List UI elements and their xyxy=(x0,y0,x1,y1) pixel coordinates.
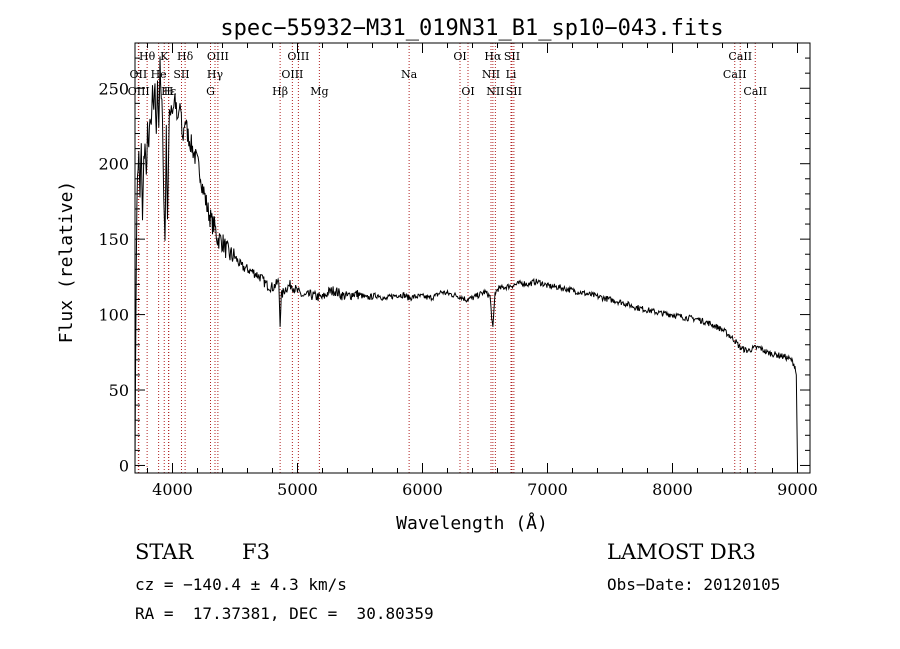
line-label-8: CaII xyxy=(728,50,752,63)
object-subclass: F3 xyxy=(242,540,270,564)
line-label-22: Hβ xyxy=(272,85,288,98)
line-label-27: CaII xyxy=(743,85,767,98)
emission-line-markers xyxy=(137,43,756,473)
spectrum-line xyxy=(134,56,798,466)
line-label-7: SII xyxy=(504,50,520,63)
line-label-14: Na xyxy=(401,68,418,81)
line-label-19: Hε xyxy=(161,85,177,98)
y-tick-label-4: 200 xyxy=(98,155,129,174)
line-label-18: OIII xyxy=(128,85,150,98)
x-tick-label-2: 6000 xyxy=(402,480,443,499)
line-label-12: Hγ xyxy=(207,68,224,81)
line-label-24: OI xyxy=(461,85,474,98)
y-tick-label-1: 50 xyxy=(109,381,129,400)
y-tick-label-0: 0 xyxy=(119,456,129,475)
y-tick-label-2: 100 xyxy=(98,306,129,325)
coordinates: RA = 17.37381, DEC = 30.80359 xyxy=(135,604,434,623)
line-label-20: H xyxy=(164,85,174,98)
y-axis-ticks: 0 50 100 150 200 250 xyxy=(98,57,810,475)
line-label-16: Li xyxy=(506,68,517,81)
survey-name: LAMOST DR3 xyxy=(607,540,756,564)
line-label-3: OIII xyxy=(207,50,229,63)
line-label-2: Hδ xyxy=(177,50,194,63)
line-label-9: OII xyxy=(130,68,148,81)
line-label-13: OIII xyxy=(281,68,303,81)
line-label-11: SII xyxy=(173,68,189,81)
line-label-21: G xyxy=(206,85,215,98)
line-label-23: Mg xyxy=(310,85,328,98)
redshift-text: cz = −140.4 ± 4.3 km/s xyxy=(135,575,347,594)
chart-title: spec−55932−M31_019N31_B1_sp10−043.fits xyxy=(220,16,723,41)
line-label-17: CaII xyxy=(723,68,747,81)
obs-date: Obs−Date: 20120105 xyxy=(607,575,781,594)
line-label-4: OIII xyxy=(287,50,309,63)
x-axis-ticks: 4000 5000 6000 7000 8000 9000 xyxy=(147,43,818,499)
line-label-0: Hθ xyxy=(139,50,156,63)
x-tick-label-0: 4000 xyxy=(152,480,193,499)
line-label-26: SII xyxy=(506,85,522,98)
line-label-1: K xyxy=(160,50,169,63)
line-label-6: Hα xyxy=(484,50,502,63)
line-label-25: NII xyxy=(486,85,504,98)
x-tick-label-5: 9000 xyxy=(777,480,818,499)
x-tick-label-4: 8000 xyxy=(652,480,693,499)
y-tick-label-3: 150 xyxy=(98,230,129,249)
line-label-5: OI xyxy=(453,50,466,63)
x-axis-label: Wavelength (Å) xyxy=(396,512,548,534)
line-label-10: He xyxy=(151,68,167,81)
x-tick-label-3: 7000 xyxy=(527,480,568,499)
object-class: STAR xyxy=(135,540,194,564)
y-tick-label-5: 250 xyxy=(98,79,129,98)
y-axis-label: Flux (relative) xyxy=(56,181,77,344)
x-tick-label-1: 5000 xyxy=(277,480,318,499)
line-label-15: NII xyxy=(482,68,500,81)
